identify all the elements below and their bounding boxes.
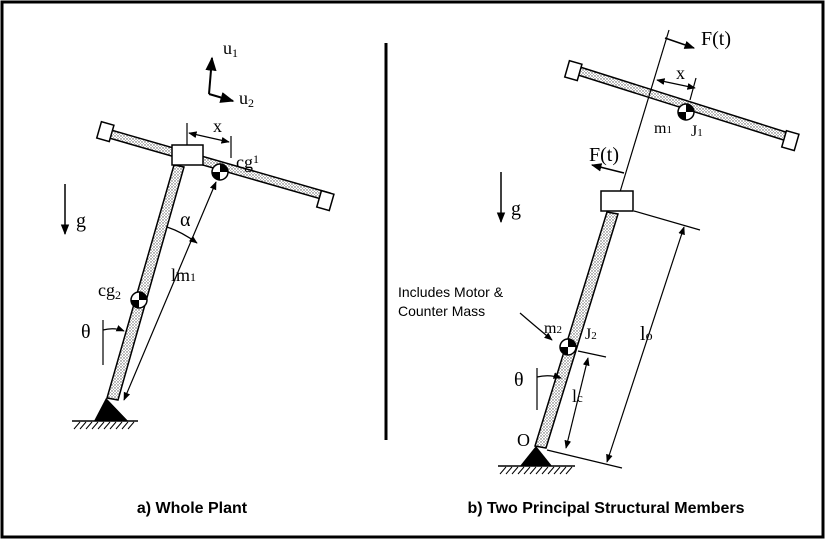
right-caption: b) Two Principal Structural Members [467, 500, 744, 517]
lm1-dimension: lm1 [123, 181, 217, 401]
m1-label: m [654, 120, 667, 137]
x-label: x [213, 116, 222, 136]
right-crossbar-end-left [563, 59, 583, 82]
alpha-label: α [180, 209, 191, 231]
lm1-label: lm [171, 265, 190, 285]
svg-text:m1: m1 [654, 120, 672, 137]
svg-text:cg2: cg2 [98, 280, 121, 302]
slider-block [171, 144, 204, 166]
J1-label: J [691, 123, 697, 140]
svg-text:J2: J2 [585, 326, 597, 343]
u2-label: u [239, 88, 248, 108]
lo-subscript: o [646, 329, 653, 344]
right-slider-block [600, 190, 634, 212]
crossbar-end-mass-right [315, 189, 335, 212]
lc-subscript: c [577, 390, 583, 405]
J2-subscript: 2 [591, 330, 597, 342]
right-theta-angle: θ [514, 368, 562, 410]
m2-subscript: 2 [556, 324, 562, 336]
m1-subscript: 1 [666, 124, 672, 136]
coordinate-axes: u1 u2 [205, 38, 254, 110]
svg-text:J1: J1 [691, 123, 703, 140]
pivot-base [72, 398, 138, 430]
cg1-subscript: 1 [253, 152, 259, 166]
right-x-label: x [676, 63, 685, 83]
svg-text:lo: lo [640, 323, 653, 345]
svg-text:lm1: lm1 [171, 265, 196, 285]
note-line-1: Includes Motor & [398, 284, 504, 300]
theta-label: θ [81, 321, 91, 343]
lc-label: l [572, 386, 577, 406]
lc-dimension: lc [564, 350, 607, 449]
m1-marker: m1 J1 [654, 103, 703, 140]
note-line-2: Counter Mass [398, 303, 485, 319]
svg-text:u2: u2 [239, 88, 254, 110]
svg-text:m2: m2 [544, 320, 562, 337]
svg-text:lc: lc [572, 386, 583, 406]
lm1-subscript: 1 [190, 270, 196, 284]
mid-force-label: F(t) [589, 144, 619, 166]
right-panel: F(t) x m1 J1 F(t) [398, 28, 800, 517]
top-force: F(t) [664, 28, 731, 50]
cg1-label: cg [236, 152, 253, 172]
u1-subscript: 1 [232, 46, 238, 60]
gravity-indicator: g [60, 184, 86, 236]
gravity-label: g [76, 210, 86, 232]
beam-centerline [619, 29, 670, 193]
u1-label: u [223, 38, 232, 58]
m2-marker: m2 J2 [544, 320, 597, 356]
left-caption: a) Whole Plant [137, 500, 248, 517]
right-pivot-base [498, 446, 575, 475]
lo-label: l [640, 323, 646, 345]
svg-text:u1: u1 [223, 38, 238, 60]
top-force-label: F(t) [701, 28, 731, 50]
right-x-dimension: x [656, 63, 697, 101]
mid-force: F(t) [589, 144, 625, 174]
J2-label: J [585, 326, 591, 343]
left-panel: u1 u2 g x cg [60, 38, 335, 517]
cg1-marker: cg1 [211, 152, 259, 181]
right-theta-label: θ [514, 369, 524, 391]
svg-text:cg1: cg1 [236, 152, 259, 172]
u2-subscript: 2 [248, 96, 254, 110]
cg2-subscript: 2 [115, 288, 121, 302]
right-gravity-label: g [511, 198, 521, 220]
theta-angle: θ [81, 320, 125, 365]
origin-label: O [517, 430, 530, 450]
cg2-label: cg [98, 280, 115, 300]
right-support-beam [534, 190, 634, 449]
right-gravity-indicator: g [496, 172, 521, 224]
right-crossbar-end-right [780, 129, 800, 152]
m2-label: m [544, 320, 557, 337]
J1-subscript: 1 [697, 127, 703, 139]
crossbar-end-mass-left [95, 120, 115, 143]
motor-note: Includes Motor & Counter Mass [398, 284, 553, 341]
x-dimension: x [186, 116, 232, 158]
lo-dimension: lo [546, 210, 701, 469]
